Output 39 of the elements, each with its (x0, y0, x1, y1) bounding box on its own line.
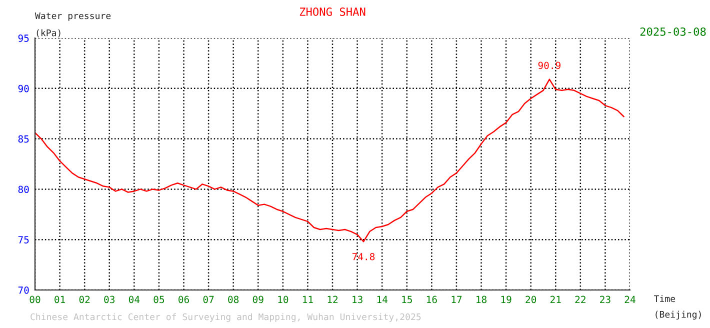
x-tick-label: 24 (624, 296, 636, 303)
x-tick-label: 15 (402, 296, 412, 304)
x-tick-label: 03 (104, 296, 114, 304)
text: Chinese Antarctic Center of Surveying and Mapping, Wuhan University,2025 (30, 313, 421, 322)
x-tick-label: 12 (328, 296, 338, 303)
x-axis-title: Time (Beijing) (654, 295, 701, 320)
text: 2025-03-08 (640, 27, 706, 36)
x-tick-label: 00 (30, 296, 40, 304)
x-tick-label: 23 (600, 296, 610, 304)
line-series (35, 78, 624, 242)
y-tick-label: 95 (18, 34, 29, 42)
x-tick-label: 06 (178, 296, 189, 304)
x-tick-label: 05 (154, 296, 164, 304)
x-tick-label: 21 (550, 296, 561, 303)
x-tick-label: 01 (54, 296, 65, 304)
x-tick-label: 14 (377, 296, 388, 303)
x-tick-label: 19 (501, 296, 512, 304)
x-tick-label: 10 (278, 296, 288, 304)
annotation: 90.9 (538, 62, 560, 70)
x-tick-label: 18 (476, 296, 486, 304)
x-tick-label: 17 (452, 296, 462, 303)
y-tick-label: 85 (18, 135, 29, 143)
y-axis-title: Water pressure (kPa) (35, 12, 111, 38)
x-tick-label: 13 (352, 296, 362, 304)
x-tick-label: 09 (252, 296, 264, 304)
x-tick-label: 22 (575, 296, 586, 303)
y-tick-label: 80 (18, 186, 29, 194)
y-tick-label: 70 (18, 286, 29, 294)
x-tick-label: 16 (426, 296, 437, 304)
x-tick-label: 20 (526, 296, 536, 304)
x-tick-label: 11 (303, 296, 313, 303)
x-tick-label: 08 (228, 296, 239, 304)
y-tick-label: 90 (18, 84, 29, 92)
x-tick-label: 07 (203, 296, 214, 304)
x-tick-label: 02 (79, 296, 90, 304)
x-tick-label: 04 (128, 296, 140, 304)
y-tick-label: 75 (18, 236, 29, 244)
chart-title: ZHONG SHAN (300, 8, 366, 16)
annotation: 74.8 (352, 252, 375, 260)
